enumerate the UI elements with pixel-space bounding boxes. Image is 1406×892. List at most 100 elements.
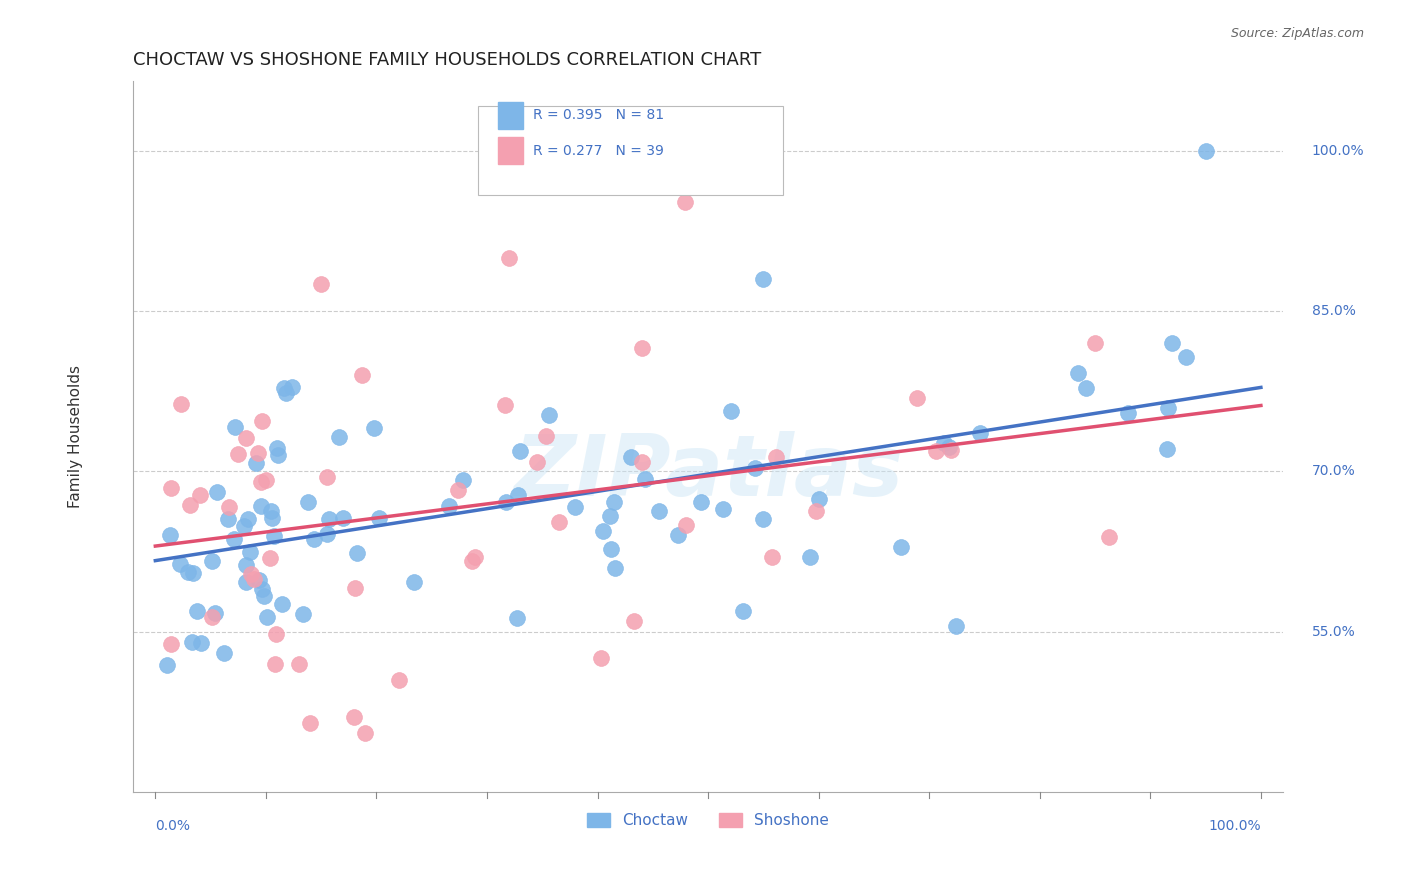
- Point: [945, 619, 967, 633]
- Point: [890, 540, 912, 554]
- Point: [242, 572, 264, 586]
- Point: [259, 551, 281, 566]
- Point: [273, 381, 295, 395]
- Point: [720, 403, 742, 417]
- Point: [204, 606, 226, 620]
- Point: [969, 426, 991, 441]
- Point: [451, 473, 474, 487]
- Point: [200, 554, 222, 568]
- Point: [752, 511, 775, 525]
- Point: [212, 646, 235, 660]
- Point: [564, 500, 586, 514]
- Point: [799, 549, 821, 564]
- Point: [188, 488, 211, 502]
- Point: [905, 391, 928, 405]
- Point: [250, 582, 273, 596]
- Point: [238, 512, 260, 526]
- Text: ZIPatlas: ZIPatlas: [513, 431, 903, 514]
- Legend: Choctaw, Shoshone: Choctaw, Shoshone: [581, 806, 835, 834]
- Point: [263, 657, 285, 672]
- Point: [224, 420, 246, 434]
- Point: [309, 277, 332, 292]
- Point: [343, 581, 366, 595]
- Point: [744, 461, 766, 475]
- Point: [226, 447, 249, 461]
- Point: [159, 637, 181, 651]
- Point: [250, 499, 273, 513]
- Point: [600, 542, 623, 557]
- Point: [222, 533, 245, 547]
- Point: [713, 502, 735, 516]
- Point: [752, 272, 775, 286]
- Point: [343, 710, 366, 724]
- Text: 100.0%: 100.0%: [1312, 144, 1364, 158]
- Point: [447, 483, 470, 497]
- Point: [631, 342, 654, 356]
- Point: [1161, 336, 1184, 351]
- Point: [253, 590, 276, 604]
- Point: [647, 503, 669, 517]
- Point: [264, 627, 287, 641]
- Point: [731, 604, 754, 618]
- Point: [548, 515, 571, 529]
- Point: [315, 470, 337, 484]
- Point: [177, 565, 200, 579]
- Point: [690, 495, 713, 509]
- Point: [1084, 336, 1107, 351]
- Text: 55.0%: 55.0%: [1312, 624, 1355, 639]
- Point: [509, 443, 531, 458]
- Point: [205, 484, 228, 499]
- Point: [239, 566, 262, 581]
- Point: [387, 673, 409, 687]
- Point: [201, 610, 224, 624]
- Point: [217, 512, 239, 526]
- Point: [808, 491, 831, 506]
- Point: [402, 574, 425, 589]
- Point: [599, 508, 621, 523]
- Point: [1066, 366, 1088, 380]
- Point: [619, 450, 641, 464]
- Point: [297, 494, 319, 508]
- Point: [464, 550, 486, 565]
- Point: [328, 430, 350, 444]
- Text: CHOCTAW VS SHOSHONE FAMILY HOUSEHOLDS CORRELATION CHART: CHOCTAW VS SHOSHONE FAMILY HOUSEHOLDS CO…: [134, 51, 762, 69]
- Point: [1116, 406, 1139, 420]
- Point: [260, 503, 283, 517]
- Point: [256, 609, 278, 624]
- Point: [804, 504, 827, 518]
- Point: [291, 607, 314, 622]
- Point: [537, 408, 560, 422]
- Point: [631, 455, 654, 469]
- Point: [249, 573, 271, 587]
- Point: [765, 450, 787, 464]
- Point: [299, 715, 322, 730]
- Point: [666, 527, 689, 541]
- Point: [534, 429, 557, 443]
- Point: [181, 566, 204, 580]
- Point: [271, 598, 294, 612]
- Point: [941, 442, 963, 457]
- Point: [591, 651, 613, 665]
- FancyBboxPatch shape: [498, 102, 523, 129]
- Point: [169, 557, 191, 571]
- Point: [495, 495, 517, 509]
- Text: 0.0%: 0.0%: [155, 819, 190, 832]
- Text: R = 0.277   N = 39: R = 0.277 N = 39: [533, 144, 664, 158]
- Point: [235, 431, 257, 445]
- Point: [318, 512, 340, 526]
- Point: [249, 475, 271, 489]
- Point: [368, 511, 391, 525]
- Point: [246, 446, 269, 460]
- Point: [605, 561, 627, 575]
- Point: [354, 726, 377, 740]
- Point: [180, 635, 202, 649]
- Point: [1074, 381, 1097, 395]
- Point: [1174, 350, 1197, 364]
- Point: [235, 575, 257, 590]
- Point: [235, 558, 257, 572]
- Point: [169, 397, 191, 411]
- Point: [218, 500, 240, 514]
- Point: [262, 511, 284, 525]
- Point: [498, 251, 520, 265]
- Point: [675, 517, 697, 532]
